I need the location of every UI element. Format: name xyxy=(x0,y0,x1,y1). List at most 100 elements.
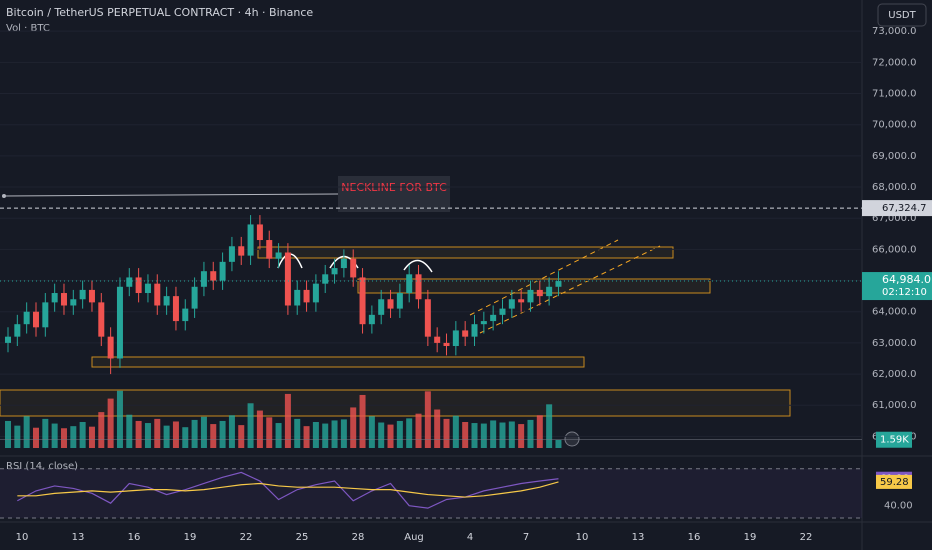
volume-bar xyxy=(508,421,515,448)
candle-body xyxy=(536,289,543,297)
volume-bar xyxy=(396,420,403,448)
volume-bar xyxy=(294,418,301,448)
zone xyxy=(91,356,585,368)
candle-body xyxy=(424,299,431,337)
zones xyxy=(0,246,791,417)
volume-bar xyxy=(88,426,95,448)
candle-body xyxy=(350,258,357,278)
candle-body xyxy=(508,299,515,309)
volume-bar xyxy=(154,418,161,448)
volume-bar xyxy=(144,423,151,448)
volume-bar xyxy=(387,424,394,448)
volume-bar xyxy=(415,413,422,448)
candle-body xyxy=(434,336,441,343)
volume-bar xyxy=(275,423,282,448)
currency-button[interactable] xyxy=(877,3,927,27)
zone xyxy=(0,389,791,417)
candle-body xyxy=(219,261,226,281)
candle-body xyxy=(312,283,319,303)
candle-body xyxy=(303,289,310,303)
rsi-tick-label: 40.00 xyxy=(884,501,913,512)
volume-bar xyxy=(368,416,375,448)
volume-bar xyxy=(42,418,49,448)
candle-body xyxy=(378,299,385,315)
candle-body xyxy=(60,293,67,306)
y-tick-label: 72,000.0 xyxy=(872,57,917,68)
volume-bar xyxy=(312,422,319,448)
volume-bar xyxy=(238,425,245,448)
y-tick-label: 62,000.0 xyxy=(872,369,917,380)
candle-body xyxy=(163,296,170,306)
candle-body xyxy=(126,277,133,287)
y-tick-label: 70,000.0 xyxy=(872,120,917,131)
volume-bar xyxy=(434,409,441,448)
candle-body xyxy=(32,311,39,328)
candle-body xyxy=(5,336,11,343)
candle-body xyxy=(480,321,487,325)
y-tick-label: 64,000.0 xyxy=(872,307,917,318)
candle-body xyxy=(135,277,142,294)
volume-bar xyxy=(191,419,198,448)
x-tick-label: 19 xyxy=(744,532,757,543)
x-tick-label: 22 xyxy=(800,532,813,543)
volume-bar xyxy=(228,415,235,448)
x-tick-label: 16 xyxy=(128,532,141,543)
last-volume-box xyxy=(876,431,912,448)
channel-line xyxy=(469,239,619,316)
volume-bar xyxy=(471,423,478,448)
candle-body xyxy=(499,308,506,315)
candle-body xyxy=(331,268,338,275)
volume-bar xyxy=(546,404,553,448)
candle-body xyxy=(284,252,291,306)
volume-bar xyxy=(499,422,506,448)
candle-body xyxy=(172,296,179,322)
y-tick-label: 69,000.0 xyxy=(872,151,917,162)
candle-body xyxy=(462,330,469,337)
volume-bar xyxy=(359,394,366,448)
volume-bar xyxy=(107,398,114,448)
volume-bar xyxy=(32,427,39,448)
candle-body xyxy=(228,246,235,262)
candle-body xyxy=(200,271,207,287)
y-tick-label: 68,000.0 xyxy=(872,182,917,193)
channel-line xyxy=(479,245,661,334)
last-price-label: 64,984.0 xyxy=(882,273,931,286)
volume-bar xyxy=(51,423,58,448)
y-tick-label: 67,000.0 xyxy=(872,213,917,224)
volume-bar xyxy=(322,423,329,448)
volume-bar xyxy=(182,427,189,448)
volume-bar xyxy=(518,424,525,448)
candle-body xyxy=(14,324,21,337)
x-tick-label: 16 xyxy=(688,532,701,543)
candle-body xyxy=(452,330,459,347)
x-tick-label: Aug xyxy=(404,532,424,543)
alert-icon[interactable] xyxy=(564,431,580,447)
candle-body xyxy=(116,286,123,359)
currency[interactable]: USDT xyxy=(888,10,916,21)
volume-bar xyxy=(350,407,357,448)
volume-bar xyxy=(23,416,30,448)
volume-bar xyxy=(266,417,273,448)
candle-body xyxy=(518,299,525,303)
candle-body xyxy=(154,283,161,306)
volume-bar xyxy=(247,403,254,448)
candle-body xyxy=(294,289,301,306)
candle-body xyxy=(490,314,497,322)
volume-bar xyxy=(14,425,21,448)
candle-body xyxy=(23,311,30,325)
candle-body xyxy=(51,293,58,303)
candle-body xyxy=(88,289,95,303)
volume-bar xyxy=(452,415,459,448)
candle-body xyxy=(79,289,86,300)
candle-body xyxy=(191,286,198,309)
candle-body xyxy=(210,271,217,281)
rsi-title: RSI (14, close) xyxy=(6,461,78,472)
y-tick-label: 61,000.0 xyxy=(872,400,917,411)
x-tick-label: 10 xyxy=(16,532,29,543)
arc xyxy=(403,259,433,273)
volume-bar xyxy=(443,418,450,448)
zone xyxy=(257,246,674,259)
x-tick-label: 13 xyxy=(72,532,85,543)
